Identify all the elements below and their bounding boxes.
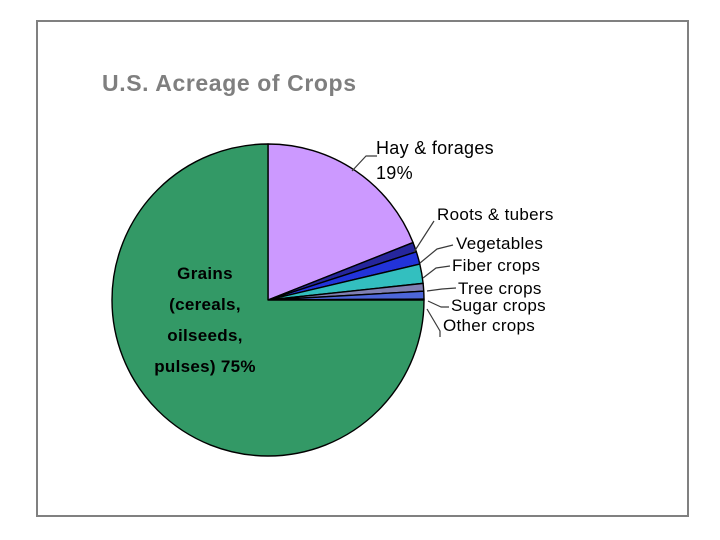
label-hay-forages: Hay & forages 19% (376, 136, 494, 186)
leader-line-hay-forages (351, 155, 377, 172)
label-roots-tubers: Roots & tubers (437, 205, 554, 224)
leader-line-other-crops (426, 308, 441, 337)
label-hay-forages-pct: 19% (376, 163, 413, 183)
label-grains: Grains (cereals, oilseeds, pulses) 75% (154, 264, 256, 376)
leader-line-tree-crops (426, 287, 457, 292)
chart-title: U.S. Acreage of Crops (102, 70, 357, 96)
leader-line-sugar-crops (427, 300, 449, 308)
pie-slice-hay-forages (267, 143, 414, 301)
label-fiber-crops: Fiber crops (452, 256, 541, 275)
label-vegetables: Vegetables (456, 234, 544, 253)
leader-line-vegetables (419, 244, 454, 264)
label-other-crops: Other crops (443, 316, 536, 335)
leader-line-roots-tubers (413, 220, 435, 253)
label-tree-crops: Tree crops (458, 279, 542, 298)
pie-slice-grains-cereals-oilseeds-pulses (111, 143, 425, 457)
label-sugar-crops: Sugar crops (451, 296, 546, 315)
leader-line-fiber-crops (422, 265, 451, 279)
label-hay-forages-text: Hay & forages (376, 138, 494, 158)
slide-border (36, 20, 689, 517)
